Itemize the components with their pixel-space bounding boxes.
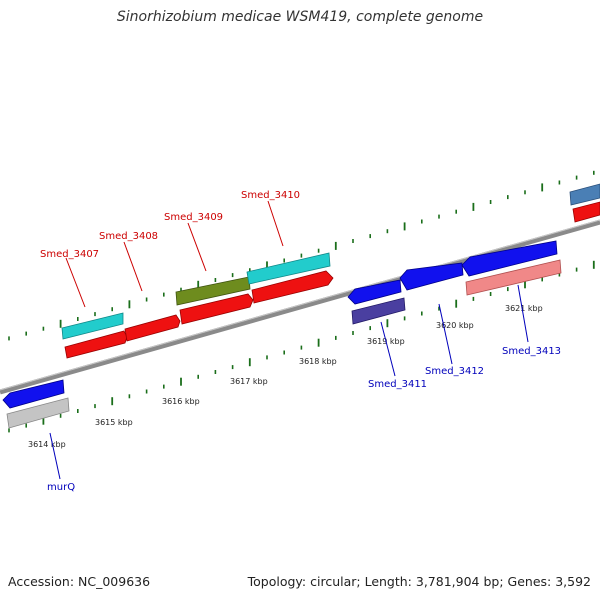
kbp-label: 3616 kbp [162,397,200,406]
genome-backbone [0,219,600,395]
gene-smed-3412[interactable] [399,262,464,291]
label-smed-3412[interactable]: Smed_3412 [425,366,484,377]
map-title: Sinorhizobium medicae WSM419, complete g… [116,9,484,25]
kbp-label: 3614 kbp [28,440,66,449]
kbp-label: 3617 kbp [230,377,268,386]
kbp-label: 3621 kbp [505,304,543,313]
leader-smed-3412 [438,303,453,365]
gene-smed-3409[interactable] [179,293,254,325]
gene-smed-3410b[interactable] [251,270,334,304]
label-smed-3413[interactable]: Smed_3413 [502,346,561,357]
gene-smed-3413[interactable] [461,240,558,277]
leader-murq [49,432,61,480]
leader-smed-3407 [65,257,86,308]
leader-smed-3413 [517,284,529,343]
kbp-label: 3620 kbp [436,321,474,330]
gene-edge-blue[interactable] [569,183,600,206]
gene-smed-3413b[interactable] [465,259,562,296]
label-smed-3410[interactable]: Smed_3410 [241,190,300,201]
gene-smed-3411[interactable] [347,279,402,305]
gene-track-reverse [2,240,562,429]
label-smed-3407[interactable]: Smed_3407 [40,249,99,260]
accession-text: Accession: NC_009636 [8,574,151,589]
gene-smed-3407b[interactable] [64,330,128,359]
kbp-label: 3618 kbp [299,357,337,366]
label-leaders [49,200,529,480]
gene-smed-3408[interactable] [124,314,181,342]
leader-smed-3409 [187,222,207,272]
leader-smed-3408 [123,241,143,292]
gene-murq[interactable] [2,379,65,409]
gene-track-forward [61,183,600,359]
genome-backbone-highlight [0,219,600,391]
leader-smed-3410 [267,200,284,247]
gene-edge-red[interactable] [572,201,600,223]
gene-labels: Smed_3407 Smed_3408 Smed_3409 Smed_3410 … [40,190,561,493]
genome-summary-text: Topology: circular; Length: 3,781,904 bp… [247,574,591,589]
leader-smed-3411 [380,321,396,377]
label-smed-3411[interactable]: Smed_3411 [368,379,427,390]
label-smed-3409[interactable]: Smed_3409 [164,212,223,223]
gene-smed-3410[interactable] [246,252,331,285]
gene-smed-3407[interactable] [61,312,124,340]
label-murq[interactable]: murQ [47,482,75,493]
gene-murq-rna[interactable] [6,397,70,429]
kbp-label: 3615 kbp [95,418,133,427]
label-smed-3408[interactable]: Smed_3408 [99,231,158,242]
gene-smed-3409-green[interactable] [175,276,251,306]
gene-smed-3411b[interactable] [351,297,406,325]
